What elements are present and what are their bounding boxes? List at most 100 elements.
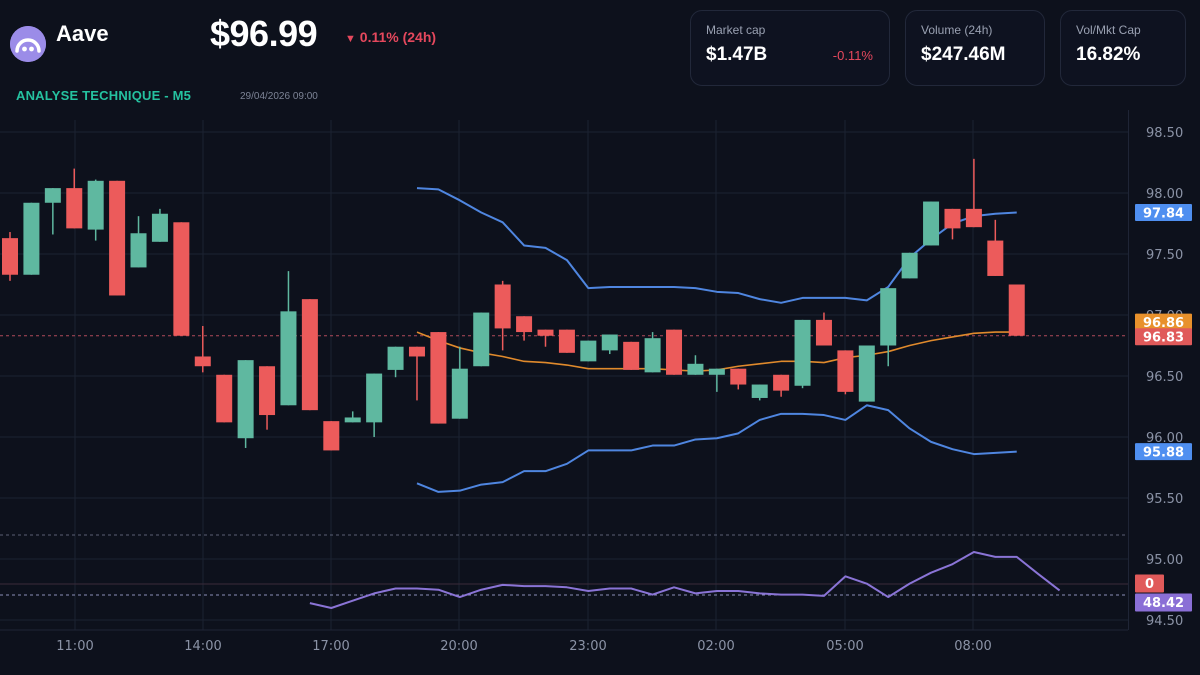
sma-tag [1135, 313, 1192, 331]
price-tick-label: 96.50 [1146, 370, 1183, 385]
candle-down[interactable] [965, 208, 982, 228]
candle-up[interactable] [151, 213, 168, 242]
coin-name: Aave [56, 21, 109, 46]
candle-down[interactable] [194, 356, 211, 367]
candle-down[interactable] [430, 332, 447, 424]
candle-down[interactable] [987, 240, 1004, 276]
down-arrow-icon: ▼ [345, 33, 356, 45]
time-tick-label: 14:00 [184, 639, 221, 654]
price-tick-label: 96.00 [1146, 431, 1183, 446]
candle-down[interactable] [408, 346, 425, 357]
time-tick-label: 02:00 [697, 639, 734, 654]
candle-up[interactable] [644, 338, 661, 373]
bollinger-upper-tag-label: 97.84 [1143, 207, 1184, 222]
stat-label: Volume (24h) [921, 23, 993, 37]
candle-up[interactable] [901, 252, 918, 279]
candle-up[interactable] [880, 288, 897, 346]
rsi-zero-tag-label: 0 [1145, 577, 1154, 592]
price-tick-label: 98.00 [1146, 187, 1183, 202]
candle-up[interactable] [923, 201, 940, 246]
stat-card-market-cap: Market cap $1.47B -0.11% [690, 10, 890, 86]
candle-down[interactable] [558, 329, 575, 353]
bollinger-lower-tag-label: 95.88 [1143, 446, 1184, 461]
aave-ghost-icon [10, 26, 46, 62]
candle-up[interactable] [751, 384, 768, 398]
price-change-text: 0.11% (24h) [359, 29, 437, 45]
stat-label: Market cap [706, 23, 766, 37]
price-tick-label: 97.50 [1146, 248, 1183, 263]
candle-down[interactable] [537, 329, 554, 336]
candle-up[interactable] [387, 346, 404, 370]
candle-up[interactable] [87, 180, 104, 230]
candle-down[interactable] [173, 222, 190, 336]
candle-down[interactable] [623, 341, 640, 370]
time-tick-label: 11:00 [56, 639, 93, 654]
price-tick-label: 95.00 [1146, 553, 1183, 568]
candle-up[interactable] [687, 363, 704, 375]
stat-value: $247.46M [921, 44, 1006, 65]
chart-timestamp: 29/04/2026 09:00 [240, 91, 318, 102]
candle-up[interactable] [130, 233, 147, 268]
candle-down[interactable] [259, 366, 276, 416]
rsi-value-tag-label: 48.42 [1143, 596, 1184, 611]
candle-up[interactable] [858, 345, 875, 402]
section-title: ANALYSE TECHNIQUE - M5 [16, 88, 192, 103]
stat-card-volume: Volume (24h) $247.46M [905, 10, 1045, 86]
rsi-zero-tag [1135, 574, 1164, 593]
price-chart[interactable]: 98.5098.0097.5097.0096.5096.0095.5095.00… [0, 110, 1200, 675]
candle-up[interactable] [794, 319, 811, 386]
candle-down[interactable] [66, 188, 83, 229]
candle-down[interactable] [494, 284, 511, 329]
rsi-line [309, 551, 1061, 609]
sma-tag-label: 96.86 [1143, 316, 1184, 331]
price-tick-label: 98.50 [1146, 126, 1183, 141]
time-tick-label: 23:00 [569, 639, 606, 654]
time-tick-label: 20:00 [440, 639, 477, 654]
bollinger-lower-tag [1135, 443, 1192, 461]
candle-up[interactable] [708, 368, 725, 375]
time-tick-label: 05:00 [826, 639, 863, 654]
price-tick-label: 94.50 [1146, 614, 1183, 629]
stat-delta: -0.11% [832, 48, 873, 63]
bollinger-lower-line [416, 404, 1017, 493]
candle-down[interactable] [301, 299, 318, 411]
time-tick-label: 08:00 [954, 639, 991, 654]
candle-down[interactable] [516, 316, 533, 333]
candle-up[interactable] [44, 188, 61, 203]
candle-down[interactable] [730, 368, 747, 385]
candle-down[interactable] [815, 319, 832, 346]
candle-down[interactable] [216, 374, 233, 423]
candle-up[interactable] [601, 334, 618, 351]
rsi-value-tag [1135, 593, 1192, 612]
candle-down[interactable] [1008, 284, 1025, 336]
price-change-24h: ▼ 0.11% (24h) [345, 29, 436, 45]
candle-down[interactable] [773, 374, 790, 391]
price-tick-label: 95.50 [1146, 492, 1183, 507]
stat-value: 16.82% [1076, 44, 1141, 65]
candle-down[interactable] [323, 421, 340, 451]
candle-down[interactable] [837, 350, 854, 392]
candle-up[interactable] [473, 312, 490, 367]
candle-down[interactable] [944, 208, 961, 229]
sma-line [416, 331, 1017, 372]
candle-up[interactable] [366, 373, 383, 423]
last-price-tag-label: 96.83 [1143, 331, 1184, 346]
bollinger-upper-line [416, 187, 1017, 304]
stat-value: $1.47B [706, 44, 768, 65]
candle-up[interactable] [451, 368, 468, 419]
candle-up[interactable] [344, 417, 361, 423]
candle-down[interactable] [2, 238, 18, 275]
candle-up[interactable] [580, 340, 597, 362]
candle-up[interactable] [280, 311, 297, 406]
bollinger-upper-tag [1135, 204, 1192, 222]
time-tick-label: 17:00 [312, 639, 349, 654]
stat-card-vol-mkt-cap: Vol/Mkt Cap 16.82% [1060, 10, 1186, 86]
candlestick-chart[interactable]: 98.5098.0097.5097.0096.5096.0095.5095.00… [0, 110, 1200, 675]
candle-up[interactable] [23, 202, 40, 275]
stat-label: Vol/Mkt Cap [1076, 23, 1141, 37]
candle-down[interactable] [666, 329, 683, 375]
candle-up[interactable] [237, 360, 254, 439]
last-price-tag [1135, 328, 1192, 346]
candle-down[interactable] [109, 180, 126, 296]
current-price: $96.99 [210, 13, 318, 54]
